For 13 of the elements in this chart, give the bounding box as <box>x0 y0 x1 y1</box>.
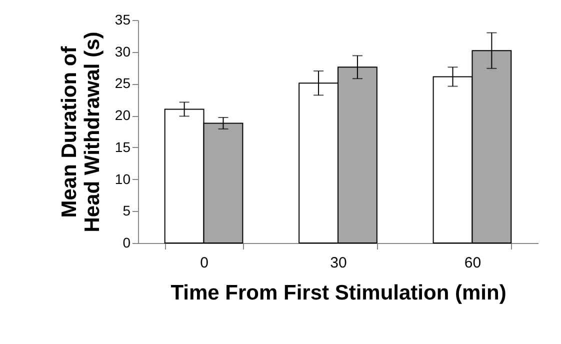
x-axis-title: Time From First Stimulation (min) <box>170 282 506 304</box>
y-tick-label: 25 <box>114 75 131 92</box>
y-tick-label: 35 <box>114 12 131 28</box>
y-tick-label: 20 <box>114 107 131 124</box>
x-tick-label: 30 <box>330 254 347 272</box>
x-tick-label: 60 <box>464 254 482 272</box>
y-tick-label: 0 <box>122 234 131 250</box>
y-tick-label: 10 <box>114 170 131 187</box>
y-tick-label: 15 <box>114 138 131 155</box>
y-tick-label: 30 <box>114 43 131 60</box>
y-axis-title: Mean Duration of Head Withdrawal (s) <box>58 32 104 232</box>
y-tick-label: 5 <box>122 202 131 219</box>
x-tick-label: 0 <box>200 254 208 272</box>
